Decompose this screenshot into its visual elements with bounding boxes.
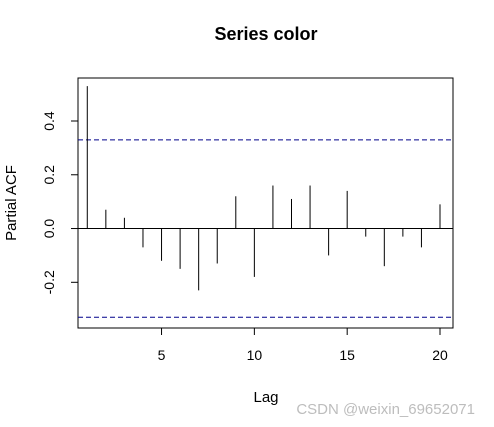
x-axis-label: Lag (253, 389, 278, 406)
x-axis: 5 10 15 20 (158, 328, 448, 363)
y-tick-label-0: -0.2 (41, 270, 57, 294)
y-tick-label-2: 0.2 (41, 165, 57, 185)
y-axis: -0.2 0.0 0.2 0.4 (41, 111, 78, 294)
x-tick-label-15: 15 (339, 347, 355, 363)
chart-title: Series color (214, 24, 317, 44)
confidence-bounds (78, 139, 453, 318)
y-tick-label-1: 0.0 (41, 219, 57, 239)
x-tick-label-5: 5 (158, 347, 166, 363)
plot-frame (77, 77, 454, 329)
y-tick-label-3: 0.4 (41, 111, 57, 131)
pacf-bars (86, 86, 441, 291)
y-axis-label: Partial ACF (3, 165, 20, 241)
watermark: CSDN @weixin_69652071 (296, 401, 475, 418)
x-tick-label-10: 10 (247, 347, 263, 363)
x-tick-label-20: 20 (432, 347, 448, 363)
